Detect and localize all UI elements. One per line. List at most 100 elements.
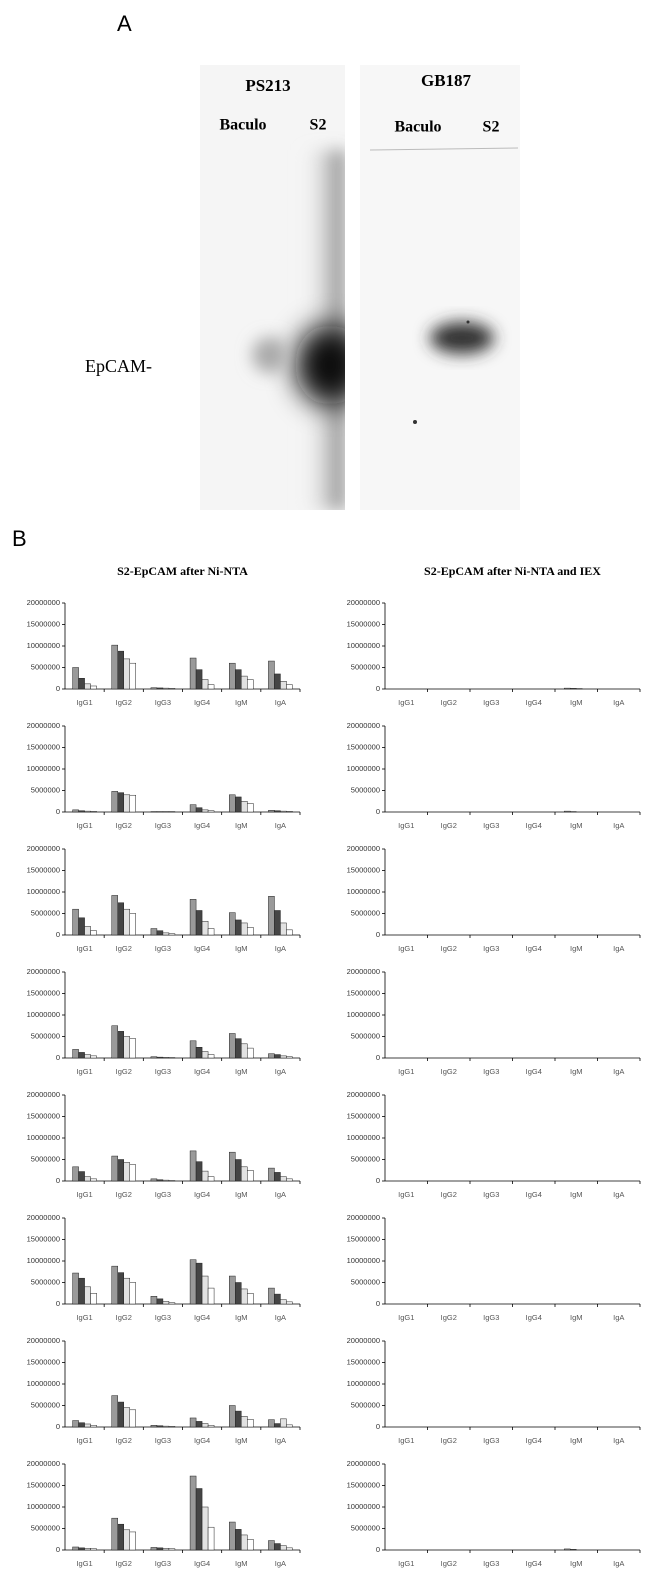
x-tick-label: IgG4 (526, 1313, 542, 1322)
x-tick-label: IgG2 (116, 1436, 132, 1445)
bar (235, 670, 241, 689)
x-tick-label: IgM (570, 1067, 583, 1076)
bar (247, 1048, 253, 1058)
x-tick-label: IgA (275, 1559, 286, 1568)
bar (286, 1179, 292, 1181)
bar (280, 1056, 286, 1058)
x-tick-label: IgM (570, 1313, 583, 1322)
bar (190, 658, 196, 689)
bar (163, 688, 169, 689)
x-tick-label: IgG3 (155, 1190, 171, 1199)
y-tick-label: 0 (376, 930, 380, 939)
bar (235, 797, 241, 812)
bar (130, 1532, 136, 1550)
x-tick-label: IgG2 (441, 1559, 457, 1568)
bar (247, 1170, 253, 1181)
bar (235, 1283, 241, 1305)
x-tick-label: IgG4 (526, 1559, 542, 1568)
bar (268, 810, 274, 812)
y-tick-label: 15000000 (347, 1234, 380, 1243)
chart-title: S2-EpCAM after Ni-NTA and IEX (424, 564, 601, 578)
x-tick-label: IgM (570, 1190, 583, 1199)
y-tick-label: 0 (56, 1176, 60, 1185)
y-tick-label: 10000000 (347, 1010, 380, 1019)
y-tick-label: 5000000 (351, 785, 380, 794)
bar (235, 1039, 241, 1058)
bar (73, 668, 79, 690)
x-tick-label: IgA (275, 944, 286, 953)
bar (73, 1421, 79, 1427)
x-tick-label: IgG3 (483, 1313, 499, 1322)
y-tick-label: 20000000 (347, 598, 380, 607)
x-tick-label: IgG1 (76, 1190, 92, 1199)
y-tick-label: 5000000 (351, 1154, 380, 1163)
x-tick-label: IgG4 (194, 698, 210, 707)
bar (229, 1152, 235, 1181)
bar (208, 1177, 214, 1181)
x-tick-label: IgG1 (398, 1313, 414, 1322)
bar (202, 1276, 208, 1304)
y-tick-label: 15000000 (347, 1480, 380, 1489)
x-tick-label: IgA (613, 1559, 624, 1568)
x-tick-label: IgG1 (76, 698, 92, 707)
x-tick-label: IgG4 (194, 1067, 210, 1076)
x-tick-label: IgG2 (441, 698, 457, 707)
x-tick-label: IgM (235, 698, 248, 707)
y-tick-label: 20000000 (27, 1336, 60, 1345)
x-tick-label: IgA (275, 1313, 286, 1322)
bar (235, 920, 241, 935)
x-tick-label: IgA (613, 1436, 624, 1445)
x-tick-label: IgG3 (155, 1313, 171, 1322)
bar (124, 909, 130, 935)
bar (241, 923, 247, 935)
bar (268, 896, 274, 935)
bar (112, 895, 118, 935)
x-tick-label: IgM (570, 821, 583, 830)
x-tick-label: IgG3 (483, 944, 499, 953)
bar (280, 1300, 286, 1304)
y-tick-label: 0 (376, 1299, 380, 1308)
bar (157, 1057, 163, 1058)
bar (202, 1171, 208, 1181)
y-tick-label: 20000000 (347, 1090, 380, 1099)
bar (85, 1177, 91, 1181)
bar (157, 1548, 163, 1550)
x-tick-label: IgG3 (155, 821, 171, 830)
bar (241, 801, 247, 812)
figure: A PS213 Baculo S2 GB187 Baculo S2 EpCAM-… (0, 0, 653, 1577)
x-tick-label: IgG3 (483, 821, 499, 830)
bar (241, 1167, 247, 1181)
bar (124, 1408, 130, 1427)
bar (79, 1172, 85, 1181)
x-tick-label: IgG2 (116, 944, 132, 953)
x-tick-label: IgA (613, 1190, 624, 1199)
y-tick-label: 5000000 (351, 1031, 380, 1040)
bar (169, 1549, 175, 1550)
x-tick-label: IgG2 (116, 1067, 132, 1076)
bar (163, 1426, 169, 1427)
bar (208, 685, 214, 689)
y-tick-label: 20000000 (347, 844, 380, 853)
y-tick-label: 10000000 (347, 1379, 380, 1388)
bar (235, 1411, 241, 1427)
bar (268, 661, 274, 689)
x-tick-label: IgG4 (526, 698, 542, 707)
bar (124, 659, 130, 689)
bar (229, 1033, 235, 1058)
y-tick-label: 10000000 (27, 1379, 60, 1388)
bar (157, 688, 163, 689)
bar (130, 1410, 136, 1427)
x-tick-label: IgG4 (194, 1190, 210, 1199)
bar (157, 931, 163, 935)
x-tick-label: IgG4 (194, 1559, 210, 1568)
y-tick-label: 5000000 (351, 662, 380, 671)
x-tick-label: IgG1 (76, 1067, 92, 1076)
bar (268, 1541, 274, 1550)
bar (196, 808, 202, 812)
bar (85, 1055, 91, 1058)
bar (202, 921, 208, 935)
x-tick-label: IgG4 (194, 821, 210, 830)
bar (202, 1052, 208, 1058)
bar (247, 680, 253, 689)
bar (118, 651, 124, 689)
